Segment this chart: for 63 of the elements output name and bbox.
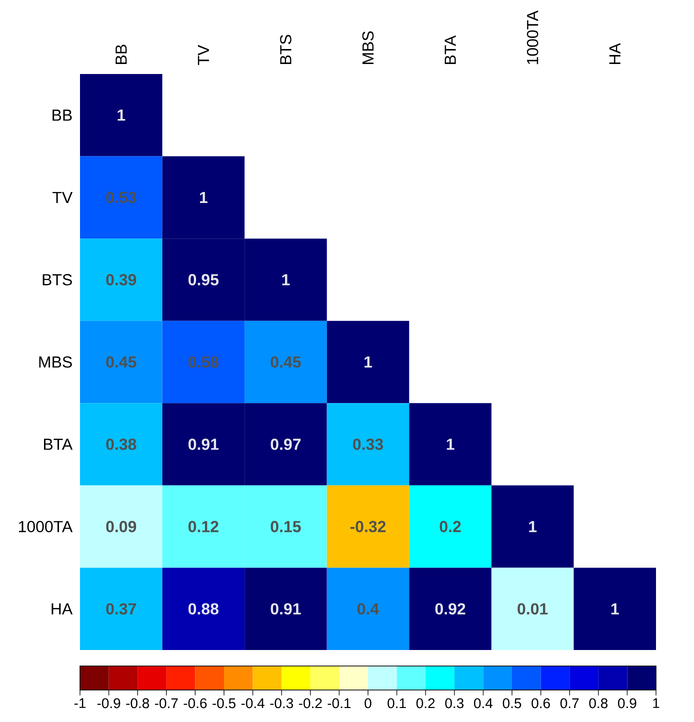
data-label: 0.38	[106, 438, 136, 450]
y-tick-label: 1000TA	[18, 520, 73, 532]
x-tick-label: TV	[198, 44, 209, 65]
color-bar-label: 0.5	[502, 698, 522, 708]
color-bar-label: 0.6	[532, 698, 550, 708]
y-tick-label: MBS	[39, 356, 72, 368]
color-bar-label: -0.1	[328, 698, 351, 708]
data-label: 0.33	[353, 438, 383, 450]
data-label: 1	[200, 192, 208, 203]
color-bar-label: -0.8	[126, 698, 150, 708]
y-tick-label: HA	[52, 603, 73, 614]
data-label: 0.91	[188, 438, 219, 450]
y-tick-label: BTA	[44, 438, 73, 450]
data-label: 0.88	[188, 603, 219, 615]
x-tick-label: BTS	[280, 34, 292, 64]
data-label: 0.01	[518, 603, 548, 615]
data-label: 0.95	[188, 274, 219, 286]
color-bar-label: 0.8	[589, 698, 608, 708]
color-bar-label: -0.3	[270, 698, 294, 708]
color-bar-label: 0.9	[618, 698, 636, 708]
data-label: 0.15	[270, 520, 301, 532]
data-label: 1	[529, 521, 537, 532]
color-bar-label: -0.7	[154, 698, 178, 708]
data-label: 0.53	[106, 192, 136, 204]
x-tick-label: 1000TA	[526, 10, 538, 64]
data-label: 1	[446, 438, 454, 450]
color-bar-label: -0.5	[212, 698, 236, 708]
data-label: 1	[611, 603, 619, 614]
data-label: 0.45	[270, 356, 301, 368]
y-tick-label: BB	[52, 110, 72, 121]
color-bar-label: 0	[364, 698, 372, 708]
data-label: 1	[364, 356, 372, 368]
color-bar-label: 0.2	[416, 698, 435, 708]
color-bar-label: 1	[653, 698, 660, 708]
data-label: 0.97	[270, 438, 301, 450]
data-label: 0.2	[440, 520, 461, 532]
color-bar-label: -0.6	[184, 698, 207, 708]
data-label: 0.12	[188, 520, 218, 532]
data-label: 1	[118, 110, 126, 121]
color-bar-label: -0.4	[241, 698, 264, 708]
x-tick-label: BTA	[444, 35, 456, 64]
color-bar-label: -0.9	[97, 698, 120, 708]
data-label: 0.39	[106, 274, 136, 286]
data-label: 0.58	[188, 356, 219, 368]
color-bar-label: -0.2	[298, 698, 322, 708]
color-bar-label: 0.4	[474, 698, 493, 708]
data-label: 0.37	[106, 603, 136, 615]
data-label: 0.4	[358, 603, 380, 615]
x-tick-label: MBS	[362, 31, 374, 64]
data-label: 0.45	[106, 356, 136, 368]
data-label: 0.92	[435, 603, 466, 615]
color-bar-label: 0.1	[388, 698, 406, 708]
data-label: 1	[282, 274, 290, 286]
data-label: 0.09	[106, 520, 136, 532]
y-tick-label: BTS	[42, 274, 72, 286]
data-label: -0.32	[350, 520, 386, 532]
color-bar-label: 0.7	[560, 698, 579, 708]
color-bar-label: -1	[74, 698, 86, 708]
y-tick-label: TV	[52, 192, 73, 203]
color-bar-label: 0.3	[445, 698, 464, 708]
x-tick-label: HA	[609, 43, 620, 64]
x-tick-label: BB	[116, 44, 127, 64]
data-label: 0.91	[270, 603, 301, 615]
